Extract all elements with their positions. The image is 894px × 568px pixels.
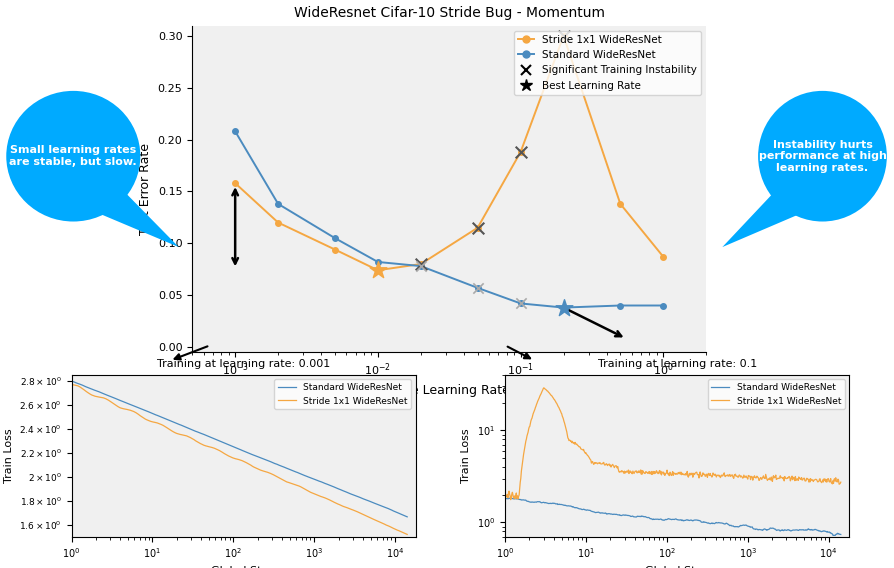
Standard WideResNet	[270, 460, 281, 467]
Legend: Stride 1x1 WideResNet, Standard WideResNet, Significant Training Instability, Be: Stride 1x1 WideResNet, Standard WideResN…	[514, 31, 701, 95]
Line: Stride 1x1 WideResNet: Stride 1x1 WideResNet	[505, 388, 840, 500]
Standard WideResNet	[586, 508, 597, 515]
Legend: Standard WideResNet, Stride 1x1 WideResNet: Standard WideResNet, Stride 1x1 WideResN…	[708, 379, 845, 409]
Stride 1x1 WideResNet	[66, 381, 77, 388]
Line: Standard WideResNet: Standard WideResNet	[505, 498, 840, 536]
Text: Small learning rates
are stable, but slow.: Small learning rates are stable, but slo…	[10, 145, 137, 167]
Stride 1x1 WideResNet	[270, 473, 281, 479]
Stride 1x1 WideResNet	[321, 495, 332, 502]
Title: Training at learning rate: 0.001: Training at learning rate: 0.001	[157, 358, 330, 369]
Point	[556, 31, 570, 40]
Stride 1x1 WideResNet	[500, 491, 510, 498]
Standard WideResNet	[830, 532, 840, 539]
Standard WideResNet	[261, 457, 272, 463]
Line: Stride 1x1 WideResNet: Stride 1x1 WideResNet	[72, 385, 407, 534]
Standard WideResNet	[321, 481, 332, 487]
Point	[513, 148, 527, 157]
Stride 1x1 WideResNet	[401, 531, 412, 538]
Stride 1x1 WideResNet	[653, 470, 663, 477]
Stride 1x1 WideResNet	[505, 496, 516, 503]
Line: Standard WideResNet: Standard WideResNet	[72, 381, 407, 517]
Standard WideResNet	[724, 523, 735, 529]
Text: Instability hurts
performance at high
learning rates.: Instability hurts performance at high le…	[758, 140, 887, 173]
Standard WideResNet	[500, 495, 510, 502]
Stride 1x1 WideResNet	[835, 479, 846, 486]
Standard WideResNet	[505, 495, 516, 502]
Stride 1x1 WideResNet	[538, 385, 549, 391]
Standard WideResNet	[355, 494, 366, 501]
Polygon shape	[89, 193, 179, 247]
Y-axis label: Train Loss: Train Loss	[4, 428, 13, 483]
Stride 1x1 WideResNet	[355, 510, 366, 517]
Point	[414, 261, 428, 270]
Stride 1x1 WideResNet	[587, 458, 598, 465]
Standard WideResNet	[560, 502, 570, 509]
Standard WideResNet	[401, 513, 412, 520]
Point	[556, 303, 570, 312]
X-axis label: Base Learning Rate: Base Learning Rate	[388, 384, 510, 397]
Stride 1x1 WideResNet	[754, 477, 764, 484]
Standard WideResNet	[66, 378, 77, 385]
Point	[470, 283, 485, 293]
Polygon shape	[722, 194, 809, 247]
Stride 1x1 WideResNet	[280, 478, 291, 485]
X-axis label: Global Step: Global Step	[211, 566, 276, 568]
Ellipse shape	[758, 91, 887, 222]
Y-axis label: Train Loss: Train Loss	[461, 428, 471, 483]
Title: WideResnet Cifar-10 Stride Bug - Momentum: WideResnet Cifar-10 Stride Bug - Momentu…	[294, 6, 604, 20]
Stride 1x1 WideResNet	[725, 473, 736, 480]
Standard WideResNet	[87, 386, 97, 392]
Point	[513, 299, 527, 308]
Standard WideResNet	[280, 464, 291, 471]
Y-axis label: Test Error Rate: Test Error Rate	[139, 143, 152, 235]
Stride 1x1 WideResNet	[87, 392, 97, 399]
Standard WideResNet	[753, 527, 763, 533]
Point	[470, 223, 485, 232]
Standard WideResNet	[835, 531, 846, 538]
Point	[371, 266, 385, 275]
Stride 1x1 WideResNet	[261, 469, 272, 475]
Stride 1x1 WideResNet	[699, 471, 710, 478]
X-axis label: Global Step: Global Step	[645, 566, 710, 568]
Ellipse shape	[6, 91, 140, 222]
Title: Training at learning rate: 0.1: Training at learning rate: 0.1	[597, 358, 757, 369]
Standard WideResNet	[652, 516, 662, 523]
Stride 1x1 WideResNet	[561, 424, 571, 431]
Standard WideResNet	[698, 519, 709, 525]
Point	[414, 260, 428, 269]
Legend: Standard WideResNet, Stride 1x1 WideResNet: Standard WideResNet, Stride 1x1 WideResN…	[274, 379, 411, 409]
